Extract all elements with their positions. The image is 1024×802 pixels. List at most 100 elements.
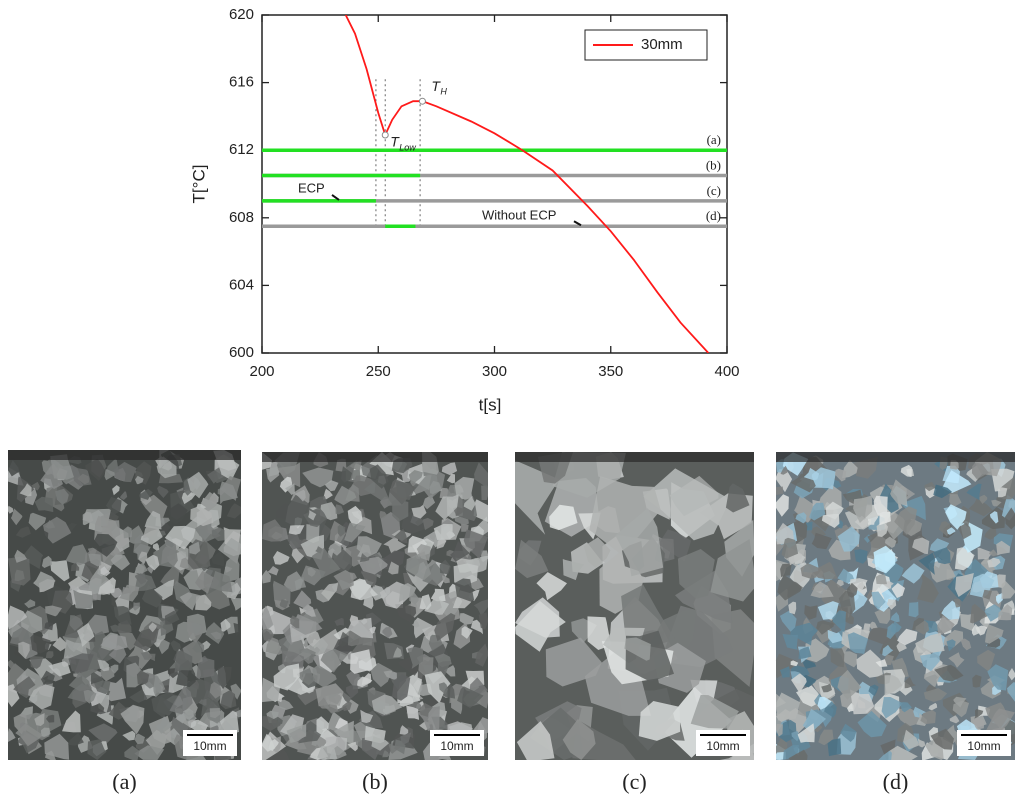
scale-bar-label: 10mm — [440, 739, 473, 753]
grain — [461, 626, 473, 639]
grain — [148, 653, 156, 662]
grain — [134, 562, 148, 574]
grain — [847, 702, 854, 713]
grain — [900, 495, 926, 521]
grain — [179, 592, 201, 611]
grain — [382, 750, 390, 758]
grain — [933, 547, 951, 565]
grain — [30, 634, 51, 654]
grain — [424, 671, 451, 704]
grain — [776, 486, 784, 495]
grain — [971, 462, 989, 480]
x-tick-label: 300 — [482, 363, 507, 380]
grain — [928, 558, 956, 583]
grain — [930, 728, 954, 750]
grain — [583, 537, 611, 568]
grain — [873, 545, 896, 574]
grain — [91, 533, 118, 557]
grain — [917, 738, 926, 748]
grain — [395, 604, 417, 623]
grain — [890, 479, 907, 506]
grain — [44, 622, 54, 631]
grain — [478, 612, 488, 630]
grain — [797, 723, 815, 743]
grain — [19, 483, 32, 497]
grain — [371, 736, 389, 751]
grain — [982, 589, 992, 600]
grain — [946, 527, 956, 535]
micrograph-top-edge — [262, 452, 488, 462]
grain — [920, 709, 936, 725]
grain — [890, 621, 902, 633]
grain — [515, 539, 549, 579]
grain — [779, 610, 797, 632]
grain — [119, 584, 140, 602]
grain — [422, 517, 434, 531]
grain — [369, 626, 376, 634]
grain — [389, 479, 417, 505]
grain — [31, 481, 40, 491]
grain — [987, 557, 1001, 568]
grain — [798, 646, 812, 659]
grain — [853, 495, 873, 523]
grain — [710, 539, 754, 602]
grain — [398, 583, 417, 603]
grain — [262, 605, 274, 634]
grain — [145, 554, 160, 571]
grain — [826, 501, 844, 520]
grain — [219, 481, 238, 505]
grain — [972, 674, 982, 688]
grain — [70, 562, 80, 572]
grain — [18, 641, 30, 659]
grain — [809, 502, 826, 521]
grain — [230, 683, 241, 700]
grain — [875, 659, 888, 667]
grain — [83, 689, 97, 704]
grain — [317, 745, 338, 760]
grain — [985, 708, 1015, 734]
grain — [55, 488, 69, 505]
grain — [977, 649, 996, 672]
grain — [782, 634, 798, 650]
grain — [117, 629, 139, 651]
grain — [903, 729, 920, 750]
grain — [156, 456, 177, 479]
grain — [110, 624, 120, 632]
grain — [998, 604, 1013, 621]
grain — [475, 643, 488, 667]
grain — [915, 632, 945, 653]
grain — [211, 527, 225, 541]
grain — [884, 675, 903, 696]
grain — [795, 512, 807, 524]
grain — [283, 571, 304, 592]
grain — [45, 750, 56, 760]
grain — [144, 510, 162, 530]
grain — [204, 571, 233, 593]
grain — [805, 638, 830, 663]
grain — [87, 739, 107, 760]
grain — [933, 484, 952, 499]
grain — [120, 704, 145, 735]
grain — [28, 512, 47, 531]
grain — [350, 579, 378, 601]
grain — [874, 607, 891, 624]
grain — [52, 636, 67, 652]
grain — [433, 523, 453, 540]
grain — [161, 605, 177, 619]
grain — [953, 696, 967, 708]
grain — [28, 684, 55, 710]
grain — [904, 676, 916, 689]
grain — [265, 637, 283, 655]
grain — [296, 730, 307, 738]
grain — [133, 602, 140, 611]
grain — [562, 719, 596, 760]
grain — [296, 668, 316, 686]
panel-caption: (c) — [622, 769, 646, 794]
grain — [995, 592, 1004, 604]
micrograph-top-edge — [8, 450, 241, 460]
grain — [788, 749, 808, 760]
micrograph — [776, 452, 1015, 760]
grain — [790, 622, 818, 646]
grain — [955, 573, 974, 597]
grain — [230, 598, 241, 611]
